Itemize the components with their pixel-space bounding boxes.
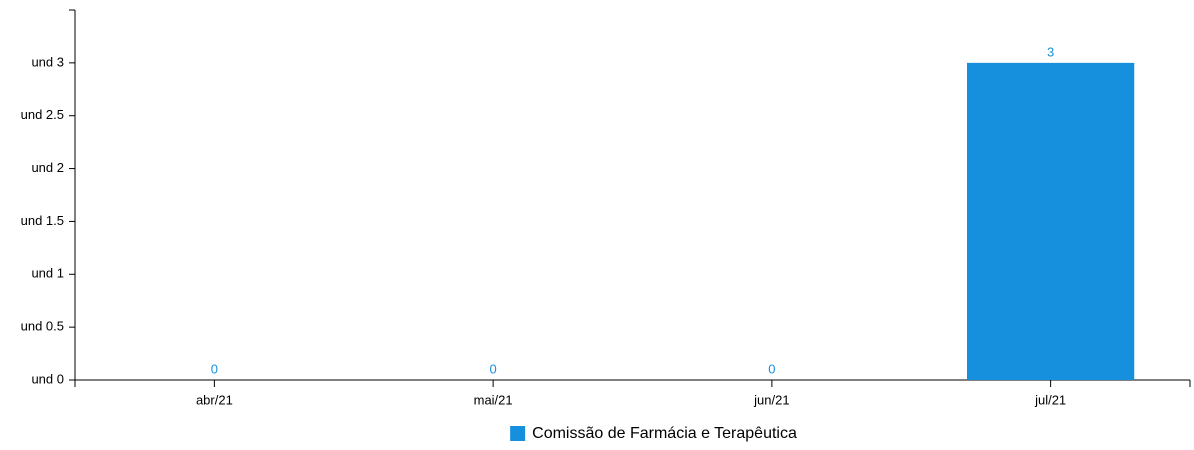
x-tick-label: jun/21 (753, 392, 789, 407)
data-label: 0 (211, 361, 218, 376)
y-tick-label: und 1.5 (21, 213, 64, 228)
bar (967, 62, 1135, 380)
x-tick-label: mai/21 (474, 392, 513, 407)
data-label: 0 (490, 361, 497, 376)
y-tick-label: und 0 (31, 371, 64, 386)
legend-label: Comissão de Farmácia e Terapêutica (532, 425, 797, 442)
x-tick-label: abr/21 (196, 392, 233, 407)
y-tick-label: und 2.5 (21, 107, 64, 122)
legend-swatch (510, 426, 526, 441)
y-tick-label: und 2 (31, 160, 64, 175)
x-tick-label: jul/21 (1034, 392, 1066, 407)
legend-item: Comissão de Farmácia e Terapêutica (510, 425, 797, 442)
data-label: 0 (768, 361, 775, 376)
y-tick-label: und 3 (31, 54, 64, 69)
y-tick-label: und 0.5 (21, 319, 64, 334)
data-label: 3 (1047, 44, 1054, 59)
y-tick-label: und 1 (31, 266, 64, 281)
